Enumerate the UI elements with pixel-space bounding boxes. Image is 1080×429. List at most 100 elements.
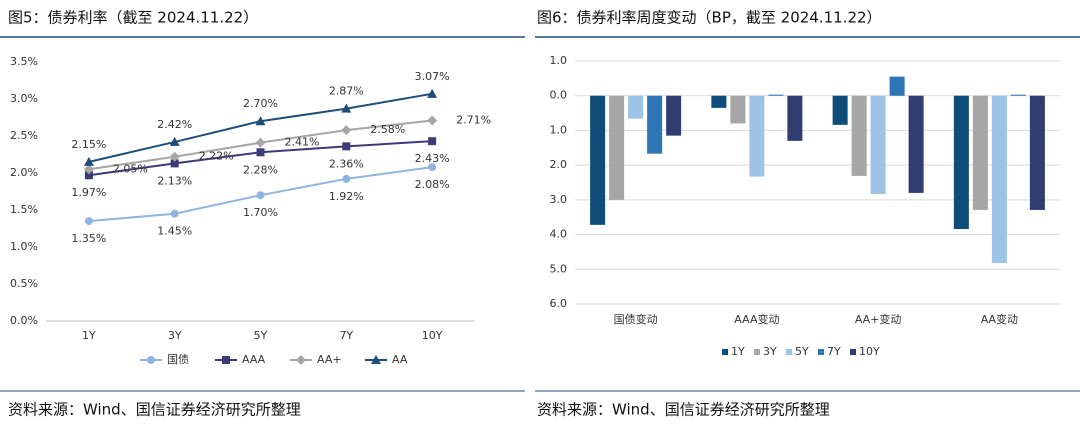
marker	[169, 136, 180, 146]
x-tick-label: AA变动	[981, 312, 1018, 326]
marker	[83, 164, 94, 175]
data-label: 2.13%	[157, 174, 192, 187]
marker	[342, 142, 351, 151]
marker	[222, 356, 230, 364]
bar	[832, 95, 848, 125]
x-tick-label: 10Y	[422, 329, 443, 342]
legend-swatch	[786, 349, 792, 355]
y-tick-label: 2.5%	[10, 129, 38, 142]
bar	[749, 95, 765, 177]
y-tick-label: 0.0%	[10, 314, 38, 327]
bar	[889, 76, 905, 96]
legend-swatch	[754, 349, 760, 355]
legend-label: 7Y	[827, 345, 841, 358]
bar	[1010, 94, 1026, 96]
x-tick-label: 1Y	[82, 329, 96, 342]
y-tick-label: 1.0	[550, 54, 568, 67]
legend-label: 1Y	[731, 345, 745, 358]
data-label: 2.70%	[243, 97, 278, 110]
bar	[590, 95, 606, 225]
data-label: 2.36%	[329, 157, 364, 170]
data-label: 1.92%	[329, 190, 364, 203]
bar	[768, 94, 784, 96]
data-label: 2.58%	[370, 123, 405, 136]
legend-label: AA	[392, 353, 408, 366]
legend-swatch	[850, 349, 856, 355]
marker	[170, 159, 179, 168]
y-tick-label: 5.0	[550, 262, 568, 275]
marker	[170, 209, 179, 218]
y-tick-label: 3.5%	[10, 55, 38, 68]
bar	[787, 95, 803, 141]
bar	[647, 95, 663, 154]
x-tick-label: 3Y	[168, 329, 182, 342]
legend-swatch	[722, 349, 728, 355]
marker	[427, 115, 438, 126]
data-label: 2.43%	[415, 152, 450, 165]
legend-label: AA+	[317, 353, 342, 366]
y-tick-label: 4.0	[550, 228, 568, 241]
marker	[256, 148, 265, 157]
data-label: 3.07%	[415, 70, 450, 83]
source: 资料来源：Wind、国信证券经济研究所整理	[537, 401, 830, 419]
bar	[1029, 95, 1045, 210]
marker	[341, 125, 352, 136]
data-label: 2.41%	[285, 136, 320, 149]
bar	[953, 95, 969, 230]
legend-swatch	[818, 349, 824, 355]
marker	[255, 116, 266, 126]
bar	[666, 95, 682, 136]
x-tick-label: AAA变动	[734, 312, 779, 326]
bar	[851, 95, 867, 176]
y-tick-label: 0.0	[550, 89, 568, 102]
legend-label: 3Y	[763, 345, 777, 358]
bar	[870, 95, 886, 194]
bar	[628, 95, 644, 119]
legend-label: AAA	[242, 353, 266, 366]
marker	[341, 103, 352, 113]
data-label: 1.97%	[71, 186, 106, 199]
data-label: 2.71%	[456, 113, 491, 126]
marker	[427, 88, 438, 98]
bar	[972, 95, 988, 210]
y-tick-label: 3.0	[550, 193, 568, 206]
marker	[371, 355, 381, 364]
marker	[255, 137, 266, 148]
marker	[428, 137, 437, 146]
y-tick-label: 2.0%	[10, 166, 38, 179]
bar	[609, 95, 625, 200]
x-tick-label: 国债变动	[614, 312, 658, 326]
data-label: 2.87%	[329, 85, 364, 98]
data-label: 2.15%	[71, 138, 106, 151]
y-tick-label: 2.0	[550, 158, 568, 171]
y-tick-label: 3.0%	[10, 92, 38, 105]
bar	[908, 95, 924, 193]
marker	[296, 355, 306, 365]
y-tick-label: 1.0	[550, 123, 568, 136]
chart-title: 图5：债券利率（截至 2024.11.22）	[8, 9, 258, 27]
data-label: 2.22%	[199, 150, 234, 163]
marker	[83, 156, 94, 166]
x-tick-label: AA+变动	[855, 312, 902, 326]
marker	[169, 151, 180, 162]
y-tick-label: 6.0	[550, 297, 568, 310]
data-label: 1.35%	[71, 232, 106, 245]
legend-label: 5Y	[795, 345, 809, 358]
x-tick-label: 5Y	[254, 329, 268, 342]
bar	[711, 95, 727, 108]
data-label: 1.45%	[157, 225, 192, 238]
marker	[342, 174, 351, 183]
marker	[84, 217, 93, 226]
chart-title: 图6：债券利率周度变动（BP，截至 2024.11.22）	[537, 9, 882, 27]
data-label: 2.05%	[113, 162, 148, 175]
x-tick-label: 7Y	[339, 329, 353, 342]
bar	[730, 95, 746, 124]
legend-label: 10Y	[859, 345, 880, 358]
y-tick-label: 1.5%	[10, 203, 38, 216]
marker	[428, 163, 437, 172]
y-tick-label: 0.5%	[10, 277, 38, 290]
marker	[147, 356, 155, 364]
marker	[84, 171, 93, 180]
y-tick-label: 1.0%	[10, 240, 38, 253]
